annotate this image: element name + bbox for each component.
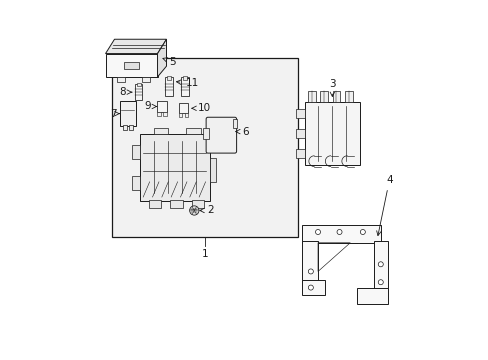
Bar: [179, 113, 182, 117]
Circle shape: [315, 229, 320, 234]
Bar: [301, 280, 325, 295]
Bar: [129, 126, 133, 130]
Text: 5: 5: [163, 57, 176, 67]
Circle shape: [378, 262, 383, 267]
Bar: [148, 200, 161, 208]
Circle shape: [360, 229, 365, 234]
FancyBboxPatch shape: [206, 117, 236, 153]
Text: 1: 1: [202, 249, 208, 259]
Bar: [332, 91, 340, 102]
Bar: [183, 76, 187, 80]
Text: 11: 11: [176, 78, 198, 88]
Bar: [320, 91, 327, 102]
Bar: [157, 100, 166, 112]
Bar: [105, 54, 157, 77]
Bar: [131, 176, 139, 190]
Bar: [357, 288, 387, 304]
Text: 10: 10: [191, 103, 211, 113]
Circle shape: [308, 269, 313, 274]
Bar: [301, 225, 380, 243]
Bar: [139, 134, 209, 201]
Bar: [122, 126, 126, 130]
Bar: [209, 158, 216, 182]
Bar: [295, 149, 304, 158]
Bar: [179, 103, 188, 113]
Bar: [117, 77, 125, 82]
Bar: [344, 91, 352, 102]
Bar: [165, 77, 173, 96]
Text: 9: 9: [144, 102, 157, 112]
Bar: [373, 241, 387, 289]
Bar: [301, 241, 317, 282]
Bar: [184, 113, 188, 117]
Bar: [142, 77, 150, 82]
Bar: [120, 101, 136, 126]
Bar: [191, 200, 203, 208]
Bar: [131, 145, 139, 159]
Text: 7: 7: [110, 109, 119, 119]
Circle shape: [378, 280, 383, 285]
Text: 8: 8: [119, 87, 132, 97]
Bar: [124, 62, 139, 69]
Bar: [304, 102, 360, 165]
Bar: [203, 128, 208, 139]
Bar: [112, 58, 298, 237]
Bar: [157, 112, 160, 116]
Bar: [295, 129, 304, 138]
Bar: [170, 200, 182, 208]
Bar: [135, 84, 142, 100]
Bar: [307, 91, 315, 102]
Text: 3: 3: [328, 78, 335, 96]
Polygon shape: [157, 39, 166, 77]
Circle shape: [336, 229, 341, 234]
Bar: [186, 128, 200, 134]
Bar: [167, 76, 171, 80]
Bar: [295, 109, 304, 118]
Text: 6: 6: [235, 127, 249, 136]
Bar: [233, 119, 237, 128]
Bar: [137, 83, 140, 86]
Bar: [163, 112, 166, 116]
Polygon shape: [105, 39, 166, 54]
Circle shape: [308, 285, 313, 290]
Text: 2: 2: [200, 206, 213, 216]
Bar: [181, 77, 189, 96]
Text: 4: 4: [376, 175, 392, 235]
Circle shape: [189, 206, 199, 215]
Bar: [154, 128, 168, 134]
